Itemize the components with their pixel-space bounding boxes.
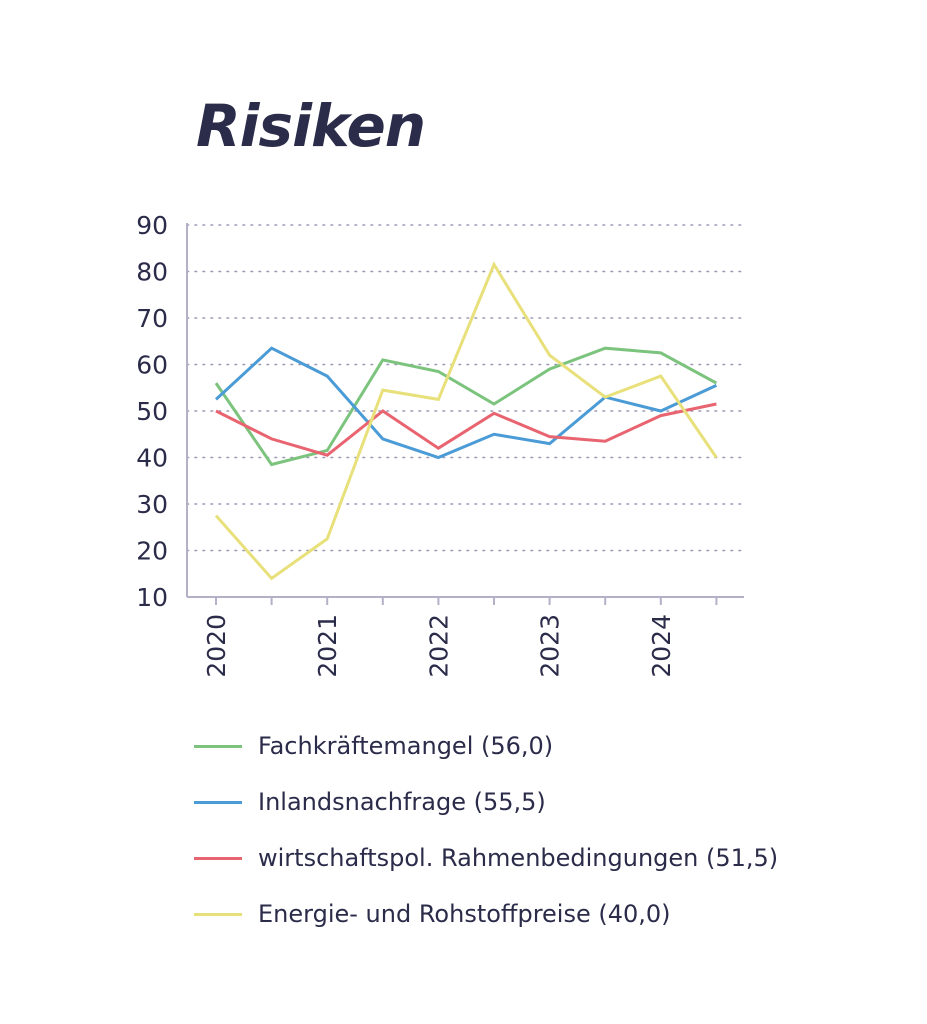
y-tick-labels: 10 20 30 40 50 60 70 80 90 xyxy=(136,211,168,612)
chart-title: Risiken xyxy=(196,92,426,160)
legend-label: Energie- und Rohstoffpreise (40,0) xyxy=(258,900,671,928)
y-tick-label: 60 xyxy=(136,351,168,380)
y-tick-label: 80 xyxy=(136,258,168,287)
series-line-4 xyxy=(214,261,718,581)
legend: Fachkräftemangel (56,0) Inlandsnachfrage … xyxy=(194,728,778,952)
line-chart: 10 20 30 40 50 60 70 80 90 2020 2021 2022 2023 2024 xyxy=(136,211,745,678)
legend-swatch xyxy=(194,744,242,748)
y-tick-label: 30 xyxy=(136,490,168,519)
x-tick-label: 2024 xyxy=(647,614,676,678)
grid-lines xyxy=(186,224,745,552)
x-tick-label: 2023 xyxy=(536,614,565,678)
x-tick-label: 2022 xyxy=(424,614,453,678)
series-line-3 xyxy=(215,402,717,457)
y-tick-label: 90 xyxy=(136,211,168,240)
legend-swatch xyxy=(194,800,242,804)
y-tick-label: 50 xyxy=(136,397,168,426)
legend-item: wirtschaftspol. Rahmenbedingungen (51,5) xyxy=(194,840,778,876)
series-line-1 xyxy=(214,346,718,467)
legend-swatch xyxy=(194,856,242,860)
y-tick-label: 70 xyxy=(136,304,168,333)
legend-item: Energie- und Rohstoffpreise (40,0) xyxy=(194,896,778,932)
y-tick-label: 40 xyxy=(136,444,168,473)
x-tick-label: 2021 xyxy=(313,614,342,678)
y-tick-label: 20 xyxy=(136,537,168,566)
legend-label: Inlandsnachfrage (55,5) xyxy=(258,788,546,816)
series-line-2 xyxy=(214,346,718,460)
legend-swatch xyxy=(194,912,242,916)
x-tick-labels: 2020 2021 2022 2023 2024 xyxy=(202,614,676,678)
legend-item: Fachkräftemangel (56,0) xyxy=(194,728,778,764)
y-tick-label: 10 xyxy=(136,583,168,612)
legend-item: Inlandsnachfrage (55,5) xyxy=(194,784,778,820)
series-lines xyxy=(214,261,718,581)
x-tick-label: 2020 xyxy=(202,614,231,678)
axes xyxy=(186,223,744,605)
legend-label: wirtschaftspol. Rahmenbedingungen (51,5) xyxy=(258,844,779,872)
legend-label: Fachkräftemangel (56,0) xyxy=(258,732,554,760)
